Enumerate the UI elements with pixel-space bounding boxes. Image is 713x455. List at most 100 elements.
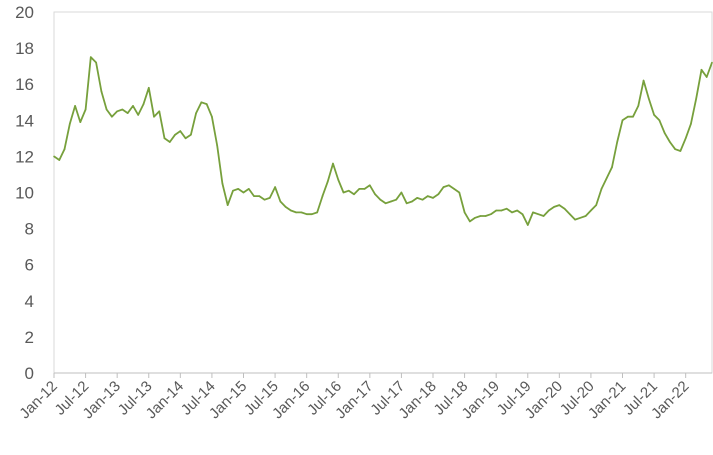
- y-tick-label: 14: [15, 111, 34, 130]
- y-tick-label: 12: [15, 147, 34, 166]
- data-point: [521, 213, 524, 215]
- y-tick-label: 20: [15, 3, 34, 22]
- data-point: [695, 97, 697, 100]
- data-point: [142, 103, 145, 105]
- data-point: [179, 130, 182, 132]
- data-point: [300, 211, 303, 214]
- data-point: [190, 133, 192, 136]
- data-point: [195, 112, 197, 114]
- data-point: [295, 211, 297, 214]
- data-point: [469, 220, 471, 223]
- data-point: [390, 200, 392, 203]
- data-point: [674, 148, 676, 150]
- data-point: [342, 191, 345, 194]
- data-point: [126, 112, 129, 114]
- data-point: [290, 209, 292, 212]
- data-point: [579, 217, 582, 219]
- data-point: [442, 186, 445, 188]
- data-point: [279, 200, 282, 203]
- data-point: [511, 211, 513, 214]
- data-point: [337, 179, 340, 181]
- data-point: [448, 184, 450, 187]
- data-point: [174, 133, 176, 136]
- plot-border: [53, 11, 713, 374]
- data-point: [253, 195, 255, 197]
- data-point: [284, 206, 287, 208]
- data-point: [353, 193, 355, 196]
- y-tick-label: 16: [15, 75, 34, 94]
- y-tick-label: 8: [25, 220, 34, 239]
- data-point: [332, 162, 334, 165]
- data-point: [74, 105, 76, 107]
- data-point: [458, 191, 461, 194]
- data-point: [605, 177, 608, 179]
- data-point: [474, 217, 476, 219]
- data-point: [453, 188, 455, 190]
- data-point: [700, 69, 703, 71]
- data-point: [105, 108, 108, 111]
- data-point: [232, 189, 234, 192]
- data-point: [395, 198, 398, 201]
- data-point: [311, 213, 313, 215]
- data-point: [53, 155, 55, 158]
- data-point: [437, 193, 440, 196]
- data-point: [405, 202, 408, 205]
- data-point: [426, 195, 429, 197]
- x-axis: Jan-12Jul-12Jan-13Jul-13Jan-14Jul-14Jan-…: [16, 372, 712, 422]
- data-point: [663, 132, 666, 134]
- data-point: [363, 188, 366, 190]
- x-tick-label: Jan-12: [16, 378, 60, 422]
- data-point: [237, 188, 239, 190]
- data-point: [563, 207, 566, 210]
- data-point: [421, 198, 424, 201]
- data-point: [163, 137, 166, 140]
- data-point: [648, 97, 650, 100]
- series-layer: [53, 56, 713, 226]
- data-point: [379, 198, 382, 201]
- data-point: [637, 105, 640, 107]
- data-point: [358, 188, 361, 190]
- data-point: [669, 141, 671, 143]
- data-point: [137, 114, 139, 116]
- plot-area: [53, 11, 713, 374]
- data-point: [248, 188, 250, 190]
- data-point: [90, 56, 92, 58]
- data-point: [274, 186, 276, 188]
- data-point: [679, 150, 682, 152]
- series-line: [53, 56, 713, 226]
- data-point: [432, 197, 434, 199]
- data-point: [537, 213, 540, 215]
- data-point: [226, 204, 229, 206]
- data-point: [205, 103, 208, 105]
- data-point: [211, 115, 213, 118]
- data-point: [69, 123, 71, 125]
- data-point: [184, 137, 187, 140]
- data-point: [600, 188, 603, 190]
- data-point: [627, 115, 629, 118]
- data-point: [384, 202, 387, 205]
- data-point: [684, 137, 687, 140]
- data-point: [63, 148, 66, 150]
- data-point: [374, 193, 376, 196]
- data-point: [411, 200, 413, 203]
- data-point: [621, 119, 624, 122]
- y-tick-label: 10: [15, 184, 34, 203]
- y-tick-label: 6: [25, 256, 34, 275]
- data-point: [484, 215, 487, 217]
- data-point: [316, 211, 319, 214]
- data-point: [495, 209, 498, 212]
- data-point: [216, 144, 218, 147]
- data-point: [527, 224, 529, 226]
- data-point: [348, 189, 350, 192]
- data-point: [611, 166, 613, 168]
- data-point: [95, 61, 97, 64]
- data-point: [574, 218, 576, 221]
- data-point: [616, 141, 618, 143]
- data-point: [595, 204, 597, 206]
- data-point: [305, 213, 308, 215]
- data-point: [463, 211, 466, 214]
- data-point: [321, 195, 324, 197]
- data-point: [58, 159, 61, 161]
